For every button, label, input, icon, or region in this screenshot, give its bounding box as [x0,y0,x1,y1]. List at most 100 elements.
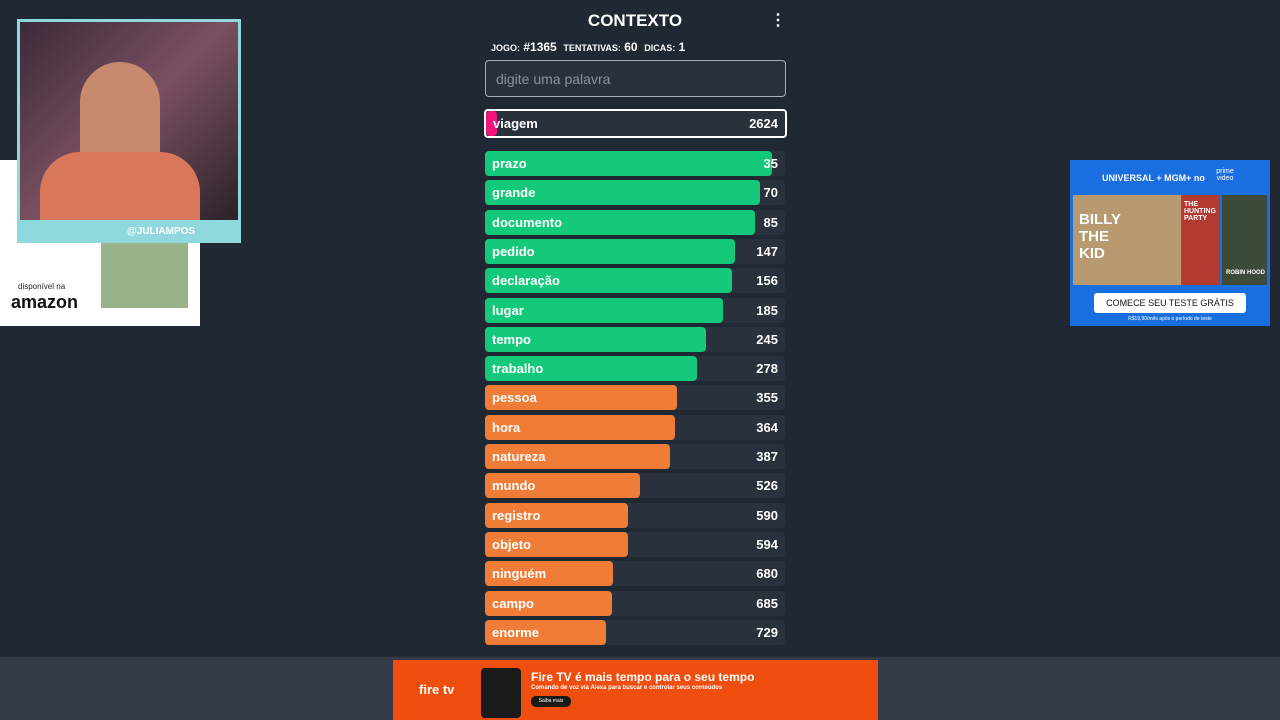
poster: ROBIN HOOD [1222,195,1267,285]
guess-row: enorme 729 [485,619,785,645]
rank-bar [485,297,724,323]
rank: 278 [756,361,778,377]
poster: BILLY THE KID [1073,195,1181,285]
guess-row: grande 70 [485,180,785,206]
rank: 70 [763,185,778,201]
handle: @JULIAMPOS [127,226,196,237]
rank-bar [485,385,678,411]
guess-row: pedido 147 [485,238,785,264]
rank: 2624 [749,116,778,131]
guess-row: hora 364 [485,414,785,440]
word: tempo [492,331,531,347]
word: lugar [492,302,524,318]
guess-row: trabalho 278 [485,356,785,382]
rank: 594 [756,536,778,552]
rank-bar [485,414,676,440]
word: mundo [492,478,536,494]
guess-row: lugar 185 [485,297,785,323]
rank: 85 [763,214,778,230]
word: pessoa [492,390,537,406]
rank: 156 [756,273,778,289]
menu[interactable]: ⋮ [770,12,786,29]
guess-row: prazo 35 [485,151,785,176]
word: objeto [492,536,531,552]
rank-bar [485,531,628,557]
rank: 364 [756,419,778,435]
poster: THE HUNTING PARTY [1182,195,1220,285]
rank: 526 [756,478,778,494]
rank: 729 [756,624,778,640]
rank-bar [485,561,614,587]
rank: 387 [756,449,778,464]
shirt [40,152,200,220]
ad-cta[interactable]: Saiba mais [531,696,571,707]
webcam: @JULIAMPOS [17,19,241,243]
rank-bar [485,238,735,264]
rank-bar [485,180,760,206]
ad-brands: UNIVERSAL + MGM+ no [1102,173,1205,183]
guess-row: tempo 245 [485,326,785,352]
rank: 35 [763,156,778,171]
word-input[interactable]: digite uma palavra [485,60,786,97]
rank-bar [486,111,498,136]
right-ad[interactable]: UNIVERSAL + MGM+ no prime video BILLY TH… [1070,160,1270,326]
webcam-video [20,22,238,220]
ad-fine: R$19,90/mês após o período de teste [1128,316,1212,322]
value: #1365 [523,40,557,54]
ad-sub: Comando de voz via Alexa para buscar e c… [531,685,723,691]
rank-bar [485,473,641,499]
guess-row: registro 590 [485,502,785,528]
rank: 680 [756,566,778,582]
rank: 590 [756,507,778,523]
label: JOGO: [491,43,521,53]
poster-title: THE HUNTING PARTY [1184,201,1216,222]
word: pedido [492,243,535,259]
ad-brand: amazon [11,292,79,312]
rank-bar [485,326,706,352]
rank-bar [485,151,773,176]
rank: 355 [756,390,778,406]
placeholder: digite uma palavra [496,71,611,87]
rank: 685 [756,595,778,611]
word: prazo [492,156,527,171]
rank: 185 [756,302,778,318]
rank-bar [485,444,670,469]
bottom-ad[interactable]: fire tv Fire TV é mais tempo para o seu … [393,660,878,720]
rank-bar [485,502,629,528]
ad-service: prime video [1216,168,1234,182]
word: enorme [492,624,539,640]
word: trabalho [492,361,544,377]
value: 1 [678,40,686,54]
guess-row: declaração 156 [485,268,785,294]
guess-row: campo 685 [485,590,785,616]
rank-bar [485,268,732,294]
word: declaração [492,273,560,289]
word: natureza [492,449,546,464]
ad-text: disponível na [18,282,66,291]
guess-row: mundo 526 [485,473,785,499]
word: grande [492,185,536,201]
rank-bar [485,356,697,382]
last-guess: viagem 2624 [484,109,787,138]
rank-bar [485,590,613,616]
title: CONTEXTO [587,11,683,30]
label: DICAS: [644,43,676,53]
rank: 245 [756,331,778,347]
ad-headline: Fire TV é mais tempo para o seu tempo [531,670,755,684]
rank-bar [485,209,755,235]
guess-row: documento 85 [485,209,785,235]
word: viagem [493,116,538,131]
ad-device [481,668,521,718]
ad-brand: fire tv [419,682,455,697]
guess-row: pessoa 355 [485,385,785,411]
guess-row: objeto 594 [485,531,785,557]
label: TENTATIVAS: [563,43,621,53]
ad-cta[interactable]: COMECE SEU TESTE GRÁTIS [1094,293,1246,313]
stats: JOGO: #1365 TENTATIVAS: 60 DICAS: 1 [491,40,685,54]
guess-row: ninguém 680 [485,561,785,587]
word: ninguém [492,566,547,582]
poster-title: ROBIN HOOD [1226,270,1265,276]
value: 60 [624,40,638,54]
guess-row: natureza 387 [485,444,785,469]
